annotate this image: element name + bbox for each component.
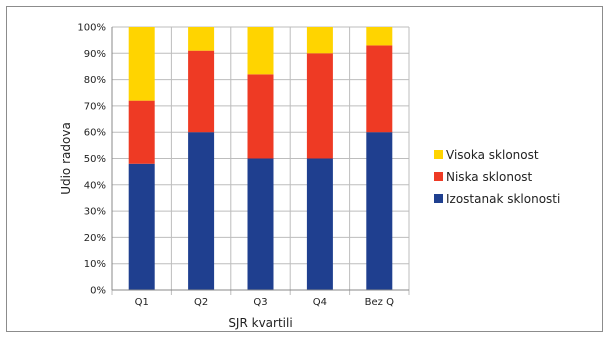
x-tick-label: Q1: [135, 297, 149, 308]
x-tick-label: Bez Q: [365, 297, 394, 308]
bar-segment: [306, 53, 333, 159]
y-tick-label: 0%: [90, 286, 106, 297]
bar-segment: [128, 100, 155, 164]
y-tick-label: 50%: [84, 154, 106, 165]
y-tick-label: 30%: [84, 207, 106, 218]
y-tick-label: 90%: [84, 49, 106, 60]
y-tick-label: 100%: [77, 23, 106, 34]
bar-segment: [247, 27, 274, 75]
bar-segment: [366, 132, 393, 290]
bar-segment: [366, 45, 393, 133]
legend-swatch: [434, 194, 443, 203]
y-tick-labels: 0% 10% 20% 30% 40% 50% 60% 70% 80% 90% 100%: [77, 23, 106, 297]
bar-segment: [188, 50, 215, 133]
x-tick-label: Q2: [194, 297, 208, 308]
bar-segment: [247, 74, 274, 159]
x-tick-labels: Q1 Q2 Q3 Q4 Bez Q: [135, 297, 395, 308]
axes: [111, 27, 409, 291]
bar-segment: [247, 158, 274, 290]
legend-swatch: [434, 150, 443, 159]
chart-frame: [6, 6, 603, 332]
y-tick-label: 10%: [84, 259, 106, 270]
bar-segment: [128, 27, 155, 101]
bar-segment: [188, 27, 215, 51]
bar-segment: [306, 27, 333, 54]
legend-label: Niska sklonost: [446, 170, 533, 184]
x-axis-title: SJR kvartili: [228, 316, 292, 330]
bar-segment: [128, 163, 155, 290]
legend-label: Izostanak sklonosti: [446, 192, 560, 206]
y-axis-title: Udio radova: [59, 122, 73, 195]
bar-segment: [366, 27, 393, 46]
bar-segment: [188, 132, 215, 290]
legend: Visoka sklonost Niska sklonost Izostanak s…: [434, 148, 560, 206]
bars: [128, 27, 393, 290]
legend-label: Visoka sklonost: [446, 148, 539, 162]
y-tick-label: 60%: [84, 128, 106, 139]
bar-segment: [306, 158, 333, 290]
x-tick-label: Q3: [253, 297, 267, 308]
legend-swatch: [434, 172, 443, 181]
y-tick-label: 40%: [84, 180, 106, 191]
y-tick-label: 70%: [84, 101, 106, 112]
y-tick-label: 80%: [84, 75, 106, 86]
x-tick-label: Q4: [313, 297, 327, 308]
y-tick-label: 20%: [84, 233, 106, 244]
